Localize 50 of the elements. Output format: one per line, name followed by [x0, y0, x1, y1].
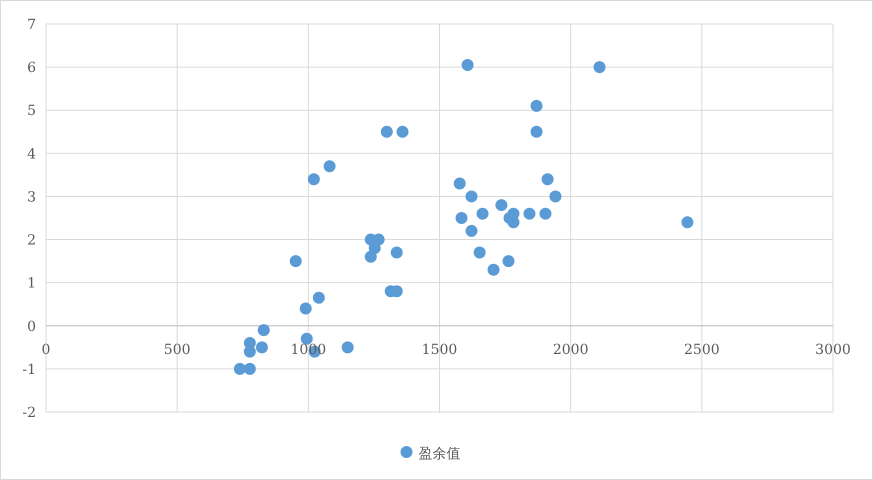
y-tick-label: 1 — [27, 276, 36, 292]
point — [256, 341, 268, 354]
point — [502, 255, 514, 268]
legend-label: 盈余值 — [418, 446, 460, 462]
y-tick-label: 7 — [27, 17, 36, 33]
point — [324, 160, 336, 172]
point — [466, 224, 478, 237]
y-tick-label: 0 — [27, 318, 36, 335]
x-tick-label: 500 — [164, 342, 191, 358]
point — [380, 126, 393, 138]
point — [300, 302, 312, 315]
point — [454, 178, 466, 190]
y-tick-label: -1 — [22, 362, 36, 378]
point — [476, 208, 489, 220]
point — [466, 190, 478, 202]
point — [488, 264, 500, 276]
point — [312, 292, 325, 304]
point — [456, 212, 468, 224]
y-tick-label: 6 — [27, 60, 36, 76]
x-tick-label: 2500 — [684, 342, 720, 358]
point — [244, 362, 256, 375]
point — [542, 173, 554, 186]
y-tick-label: 5 — [27, 103, 36, 120]
y-tick-label: 4 — [27, 146, 36, 162]
point — [396, 126, 409, 138]
point — [390, 246, 403, 258]
point — [523, 208, 536, 220]
point — [594, 61, 606, 74]
point — [539, 208, 552, 220]
point — [258, 324, 270, 336]
point — [290, 255, 302, 268]
point — [234, 362, 246, 375]
y-tick-label: 2 — [27, 232, 36, 249]
point — [495, 199, 508, 212]
point — [530, 126, 543, 138]
x-tick-label: 0 — [42, 342, 50, 358]
y-tick-label: 3 — [27, 189, 36, 206]
point — [244, 346, 256, 358]
point — [530, 100, 543, 112]
y-tick-label: -2 — [22, 405, 36, 421]
point — [681, 216, 694, 228]
point — [474, 246, 486, 258]
point — [462, 58, 474, 71]
x-tick-label: 3000 — [815, 342, 851, 358]
x-tick-label: 2000 — [552, 342, 588, 358]
point — [549, 190, 562, 202]
x-tick-label: 1500 — [422, 342, 458, 358]
legend: 盈余值 — [400, 446, 460, 462]
point — [342, 341, 354, 354]
point — [308, 173, 320, 186]
